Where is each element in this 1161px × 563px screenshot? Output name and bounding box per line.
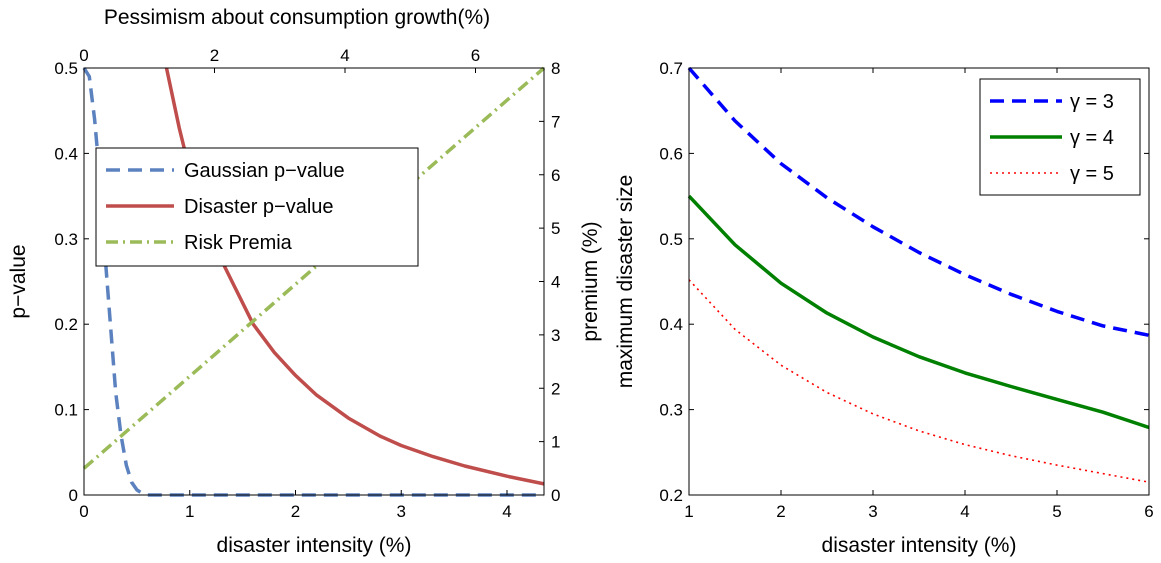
legend-label-0: Gaussian p−value — [184, 160, 345, 182]
legend-label-1: Disaster p−value — [184, 196, 334, 218]
x2-axis-label: Pessimism about consumption growth(%) — [104, 6, 490, 29]
y2-tick-label: 4 — [551, 273, 560, 292]
y2-tick-label: 3 — [551, 326, 560, 345]
series-line-2 — [82, 66, 546, 470]
x-tick-label: 0 — [79, 502, 88, 521]
y-axis-label: maximum disaster size — [614, 175, 637, 389]
y-axis-label: p−value — [7, 244, 30, 318]
y-tick-label: 0.5 — [659, 230, 683, 249]
x-tick-label: 6 — [1144, 502, 1153, 521]
series-line-1 — [164, 67, 545, 486]
legend-label-2: γ = 5 — [1070, 163, 1114, 185]
x2-tick-label: 6 — [471, 46, 480, 65]
series-line-0 — [687, 66, 1150, 338]
x-tick-label: 3 — [397, 502, 406, 521]
y-tick-label: 0.6 — [659, 144, 683, 163]
legend-label-0: γ = 3 — [1070, 91, 1114, 113]
x-tick-label: 1 — [684, 502, 693, 521]
right-chart: 1 2 3 4 5 6 0.2 0.3 0.4 0.5 0.6 0.7 disaster intensi… — [614, 59, 1154, 557]
left-chart: 0 1 2 3 40 2 4 600.10.20.30.40.5012345678disast… — [7, 6, 602, 557]
plot-frame — [83, 67, 545, 496]
y-tick-label: 0.5 — [54, 59, 78, 78]
x-tick-label: 4 — [502, 502, 511, 521]
series-line-2 — [688, 279, 1150, 483]
x-axis-label: disaster intensity (%) — [217, 534, 412, 557]
y-tick-label: 0.4 — [54, 144, 78, 163]
y-tick-label: 0.2 — [659, 486, 683, 505]
y2-tick-label: 7 — [551, 112, 560, 131]
y-tick-label: 0.3 — [659, 401, 683, 420]
x-tick-label: 1 — [185, 502, 194, 521]
legend-label-1: γ = 4 — [1070, 127, 1114, 149]
x2-tick-label: 0 — [79, 46, 88, 65]
x-tick-label: 5 — [1052, 502, 1061, 521]
plot-frame — [688, 67, 1150, 496]
series-line-0 — [82, 67, 544, 497]
y2-tick-label: 6 — [551, 166, 560, 185]
series-line-1 — [687, 194, 1150, 430]
y2-tick-label: 5 — [551, 219, 560, 238]
x-axis-label: disaster intensity (%) — [822, 534, 1017, 557]
y2-tick-label: 0 — [551, 486, 560, 505]
x-tick-label: 4 — [960, 502, 969, 521]
y2-axis-label: premium (%) — [579, 221, 602, 341]
y-tick-label: 0.2 — [54, 315, 78, 334]
y2-tick-label: 8 — [551, 59, 560, 78]
y-tick-label: 0.3 — [54, 230, 78, 249]
x2-tick-label: 4 — [340, 46, 349, 65]
x2-tick-label: 2 — [210, 46, 219, 65]
x-tick-label: 2 — [291, 502, 300, 521]
y2-tick-label: 1 — [551, 433, 560, 452]
y-tick-label: 0 — [69, 486, 78, 505]
y-tick-label: 0.4 — [659, 315, 683, 334]
y-tick-label: 0.1 — [54, 401, 78, 420]
x-tick-label: 3 — [868, 502, 877, 521]
y-tick-label: 0.7 — [659, 59, 683, 78]
legend-label-2: Risk Premia — [184, 232, 293, 254]
y2-tick-label: 2 — [551, 379, 560, 398]
x-tick-label: 2 — [776, 502, 785, 521]
